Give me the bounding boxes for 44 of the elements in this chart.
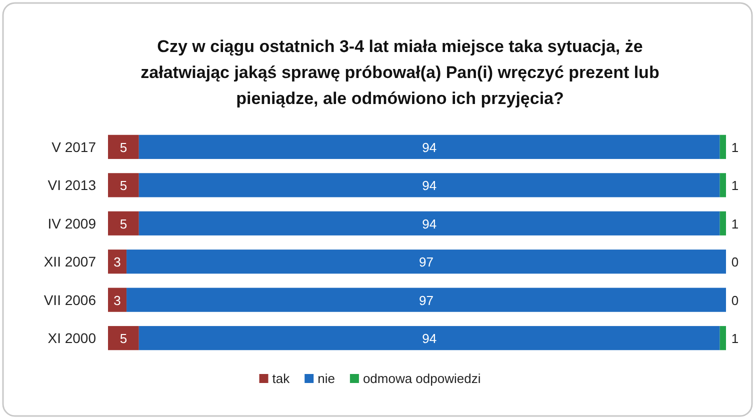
data-label: 5 xyxy=(120,216,128,232)
legend-label: nie xyxy=(318,371,335,386)
y-tick-label: VI 2013 xyxy=(48,177,96,194)
data-label: 0 xyxy=(731,292,739,308)
bar xyxy=(108,250,127,274)
bar xyxy=(108,134,139,159)
y-tick-label: V 2017 xyxy=(52,138,96,155)
bar xyxy=(108,326,139,350)
data-label: 94 xyxy=(422,140,437,155)
data-label: 3 xyxy=(114,254,121,270)
chart-title: Czy w ciągu ostatnich 3-4 lat miała miejsce taka sytuacja, że załatwiając jakąś sprawę próbował(a) Pan(i) wręczyć prezent lub pieniądze, ale odmówiono ich przyjęcia? xyxy=(140,37,660,108)
legend-label: odmowa odpowiedzi xyxy=(362,371,481,386)
bar xyxy=(108,173,139,198)
data-label: 94 xyxy=(422,216,437,232)
y-tick-label: VII 2006 xyxy=(44,292,96,308)
data-label: 97 xyxy=(419,254,434,270)
y-tick-label: XI 2000 xyxy=(48,330,96,346)
bar xyxy=(126,288,726,312)
bar xyxy=(138,173,720,198)
bar xyxy=(720,173,726,198)
bar xyxy=(720,326,726,350)
bar xyxy=(720,134,726,159)
bar xyxy=(138,211,720,236)
data-label: 1 xyxy=(731,331,739,346)
data-label: 94 xyxy=(422,331,437,346)
data-label: 3 xyxy=(114,292,121,308)
bar xyxy=(126,250,726,274)
data-label: 0 xyxy=(731,254,739,270)
data-label: 1 xyxy=(731,178,739,194)
bar xyxy=(108,288,127,312)
data-label: 5 xyxy=(120,178,128,194)
data-label: 1 xyxy=(731,140,739,155)
bar xyxy=(108,211,139,236)
bar xyxy=(138,134,720,159)
y-tick-label: IV 2009 xyxy=(48,215,96,232)
bar xyxy=(720,211,726,236)
data-label: 97 xyxy=(419,292,434,308)
data-label: 94 xyxy=(422,178,437,194)
bar xyxy=(138,326,720,350)
data-label: 5 xyxy=(120,331,128,346)
legend-label: tak xyxy=(272,371,290,386)
data-label: 5 xyxy=(120,140,128,155)
data-label: 1 xyxy=(731,216,739,232)
y-tick-label: XII 2007 xyxy=(44,254,96,270)
